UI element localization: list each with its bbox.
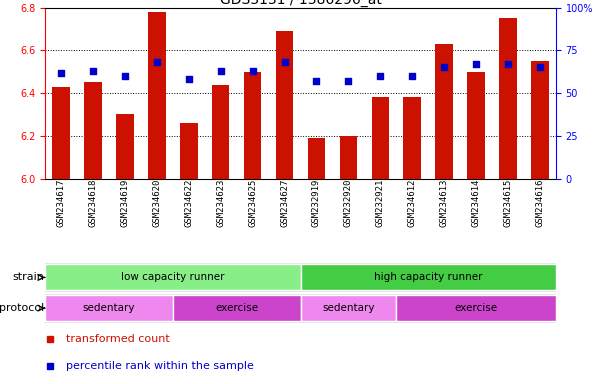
Point: [56, 70, 66, 76]
Text: GSM234623: GSM234623: [216, 179, 225, 227]
Bar: [468, 72, 485, 179]
Bar: [180, 123, 198, 179]
Bar: [45, 295, 173, 321]
Text: protocol: protocol: [0, 303, 44, 313]
Bar: [212, 84, 230, 179]
Text: GSM234617: GSM234617: [56, 179, 66, 227]
Point: [535, 65, 545, 71]
Text: GSM232921: GSM232921: [376, 179, 385, 227]
Bar: [300, 295, 396, 321]
Point: [407, 73, 417, 79]
Text: GSM234618: GSM234618: [88, 179, 97, 227]
Text: exercise: exercise: [454, 303, 498, 313]
Bar: [435, 44, 453, 179]
Bar: [403, 98, 421, 179]
Point: [88, 68, 98, 74]
Text: sedentary: sedentary: [322, 303, 374, 313]
Text: GSM234616: GSM234616: [535, 179, 545, 227]
Point: [503, 61, 513, 67]
Text: GSM234612: GSM234612: [407, 179, 416, 227]
Point: [312, 78, 322, 84]
Text: GSM234619: GSM234619: [120, 179, 129, 227]
Bar: [531, 61, 549, 179]
Bar: [396, 295, 556, 321]
Bar: [276, 31, 293, 179]
Text: GSM234615: GSM234615: [504, 179, 513, 227]
Bar: [244, 72, 261, 179]
Bar: [499, 18, 517, 179]
Text: GSM234622: GSM234622: [185, 179, 194, 227]
Text: GSM234625: GSM234625: [248, 179, 257, 227]
Text: GSM232919: GSM232919: [312, 179, 321, 227]
Text: transformed count: transformed count: [66, 334, 169, 344]
Text: GSM234620: GSM234620: [152, 179, 161, 227]
Text: GSM234614: GSM234614: [472, 179, 481, 227]
Bar: [148, 12, 166, 179]
Text: GSM234613: GSM234613: [440, 179, 449, 227]
Bar: [52, 87, 70, 179]
Point: [344, 78, 353, 84]
Bar: [84, 83, 102, 179]
Text: GSM232920: GSM232920: [344, 179, 353, 227]
Point: [279, 59, 289, 65]
Bar: [45, 265, 300, 290]
Text: sedentary: sedentary: [83, 303, 135, 313]
Text: exercise: exercise: [215, 303, 258, 313]
Point: [376, 73, 385, 79]
Bar: [300, 265, 556, 290]
Point: [216, 68, 225, 74]
Point: [120, 73, 130, 79]
Text: GSM234627: GSM234627: [280, 179, 289, 227]
Bar: [340, 136, 357, 179]
Text: strain: strain: [13, 272, 44, 283]
Bar: [173, 295, 300, 321]
Title: GDS3131 / 1386296_at: GDS3131 / 1386296_at: [219, 0, 382, 7]
Point: [439, 65, 449, 71]
Text: high capacity runner: high capacity runner: [374, 272, 483, 283]
Point: [184, 76, 194, 83]
Point: [471, 61, 481, 67]
Bar: [116, 114, 133, 179]
Point: [152, 59, 162, 65]
Bar: [308, 138, 325, 179]
Bar: [371, 98, 389, 179]
Text: low capacity runner: low capacity runner: [121, 272, 225, 283]
Text: percentile rank within the sample: percentile rank within the sample: [66, 361, 254, 371]
Point: [248, 68, 257, 74]
